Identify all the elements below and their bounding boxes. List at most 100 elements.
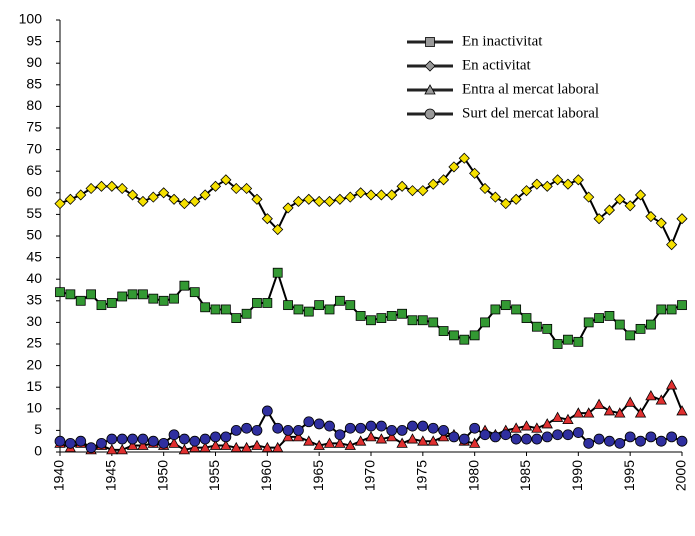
marker [178, 444, 191, 455]
marker [303, 306, 314, 317]
y-tick-label: 10 [26, 400, 42, 416]
marker [209, 180, 222, 192]
marker [126, 439, 139, 450]
marker [313, 195, 325, 208]
marker [75, 189, 87, 201]
marker [531, 433, 543, 445]
marker [65, 289, 76, 300]
marker [604, 311, 615, 321]
marker [147, 191, 159, 203]
marker [500, 198, 512, 210]
marker [345, 300, 356, 311]
marker [147, 435, 159, 447]
marker [666, 239, 678, 251]
marker [116, 444, 128, 455]
marker [635, 323, 646, 334]
marker [541, 418, 553, 429]
marker [137, 195, 149, 208]
marker [459, 334, 470, 345]
marker [635, 435, 646, 447]
marker [583, 437, 595, 449]
marker [323, 195, 336, 208]
marker [531, 321, 542, 332]
y-tick-label: 40 [26, 270, 42, 286]
marker [365, 189, 377, 201]
marker [75, 295, 86, 306]
marker [624, 396, 636, 407]
y-tick-label: 65 [26, 162, 42, 178]
marker [324, 420, 335, 432]
marker [241, 182, 253, 195]
marker [251, 193, 263, 205]
marker [521, 433, 532, 445]
marker [425, 37, 435, 47]
marker [220, 439, 232, 450]
marker [469, 422, 481, 434]
marker [106, 180, 118, 192]
marker [655, 435, 667, 447]
marker [604, 435, 615, 447]
marker [634, 189, 647, 201]
marker [500, 429, 512, 441]
marker [138, 289, 148, 300]
marker [251, 424, 263, 436]
y-tick-label: 80 [26, 97, 42, 113]
marker [293, 424, 304, 436]
marker [552, 174, 564, 186]
x-tick-label: 2000 [673, 460, 689, 491]
marker [303, 416, 315, 428]
y-tick-label: 60 [26, 184, 42, 200]
marker [354, 435, 367, 446]
marker [572, 407, 585, 418]
x-tick-label: 1990 [569, 460, 585, 491]
marker [427, 178, 439, 190]
marker [292, 431, 305, 442]
marker [542, 323, 553, 334]
marker [314, 300, 325, 311]
marker [666, 304, 677, 315]
series-line [59, 269, 683, 346]
marker [323, 437, 336, 448]
marker [646, 319, 656, 330]
marker [199, 441, 211, 453]
marker [458, 152, 470, 164]
marker [614, 193, 626, 205]
y-tick-label: 25 [26, 335, 42, 351]
marker [424, 84, 436, 95]
marker [210, 431, 221, 443]
marker [334, 295, 345, 306]
marker [64, 193, 76, 205]
marker [230, 182, 242, 195]
marker [396, 180, 408, 192]
marker [117, 291, 128, 302]
marker [562, 413, 574, 425]
marker [106, 444, 118, 455]
marker [593, 433, 605, 445]
x-tick-label: 1940 [51, 460, 67, 491]
marker [55, 287, 65, 298]
marker [303, 193, 315, 205]
marker [603, 405, 616, 416]
marker [116, 182, 128, 195]
marker [489, 431, 501, 443]
marker [583, 407, 595, 418]
marker [179, 280, 190, 291]
marker [541, 180, 553, 192]
marker [386, 311, 397, 321]
marker [417, 315, 428, 326]
y-tick-label: 100 [19, 11, 43, 27]
marker [199, 189, 211, 201]
marker [634, 407, 647, 418]
x-tick-label: 1985 [517, 460, 533, 491]
marker [448, 161, 460, 173]
marker [334, 429, 346, 441]
marker [469, 330, 480, 341]
marker [427, 422, 439, 434]
marker [209, 439, 222, 450]
legend-label: Surt del mercat laboral [462, 105, 599, 121]
marker [376, 313, 387, 323]
marker [490, 304, 501, 315]
y-tick-label: 15 [26, 378, 42, 394]
marker [261, 213, 273, 225]
